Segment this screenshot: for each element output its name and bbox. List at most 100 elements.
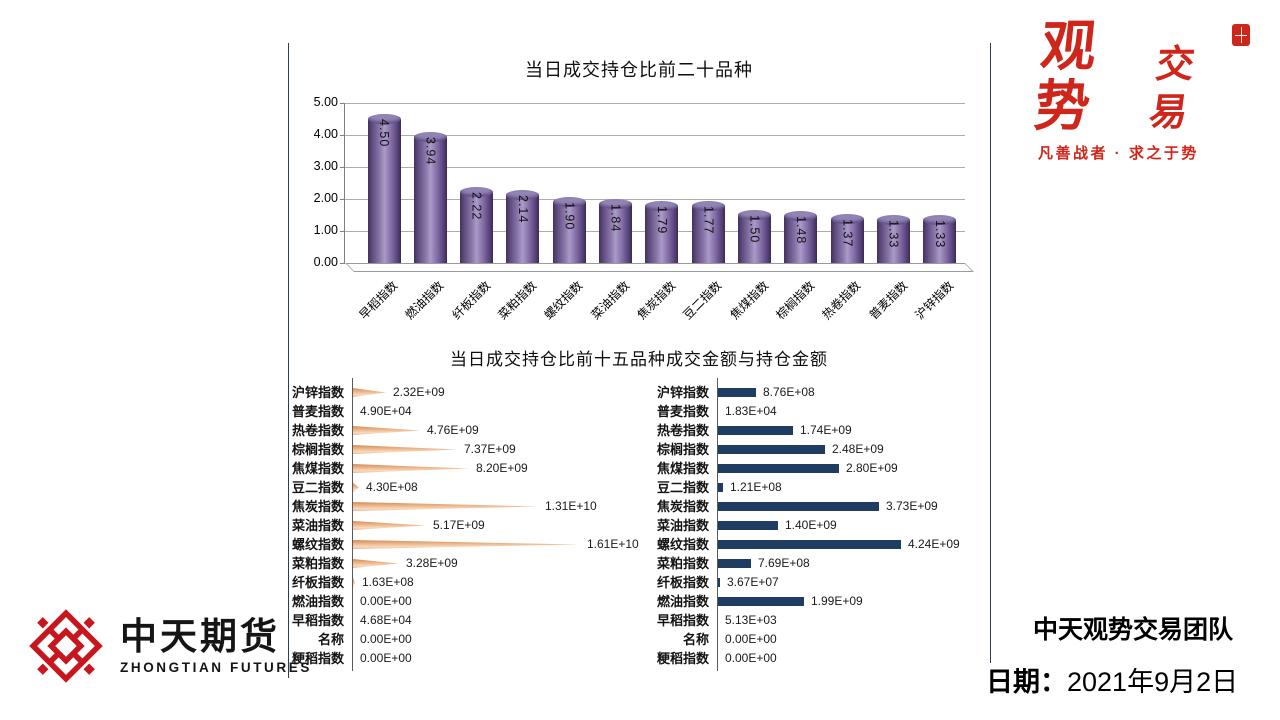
- guanshi-logo-text-secondary: 交易: [1146, 41, 1198, 134]
- horizontal-bar: [353, 540, 580, 549]
- cylinder-bar-body: [413, 137, 447, 263]
- category-label: 纤板指数: [656, 575, 709, 590]
- date-label: 日期：: [986, 667, 1067, 697]
- cylinder-bar-cap: [738, 210, 772, 220]
- cylinder-bar: 3.94: [413, 132, 447, 263]
- category-label: 燃油指数: [291, 594, 344, 609]
- x-axis-category-label: 菜粕指数: [495, 278, 540, 323]
- category-label: 焦炭指数: [291, 499, 344, 514]
- cylinder-bar-body: [877, 220, 911, 263]
- bar-value-label: 1.63E+08: [362, 575, 414, 589]
- x-axis-category-label: 纤板指数: [449, 278, 493, 323]
- category-label: 热卷指数: [291, 423, 344, 438]
- category-label: 名称: [682, 632, 709, 647]
- category-label: 豆二指数: [656, 480, 709, 495]
- content-left-border: [288, 43, 289, 678]
- guanshi-logo-text-primary: 观势: [1031, 13, 1102, 138]
- horizontal-bar: [353, 464, 469, 473]
- bar-value-label: 1.83E+04: [725, 404, 777, 418]
- cylinder-bar: 1.79: [645, 201, 679, 263]
- x-axis-category-label: 焦炭指数: [634, 278, 679, 323]
- y-axis-tick-label: 1.00: [313, 223, 338, 237]
- bar-value-label: 4.76E+09: [427, 423, 479, 437]
- category-label: 普麦指数: [291, 404, 344, 419]
- bar-value-label: 1.77: [701, 206, 716, 235]
- cylinder-bar-body: [784, 216, 818, 263]
- cylinder-bar: 1.50: [738, 210, 772, 263]
- category-axis-line: [352, 378, 353, 671]
- cylinder-bar-cap: [460, 187, 494, 197]
- zhongtian-logo-text: 中天期货 ZHONGTIAN FUTURES: [120, 617, 312, 676]
- horizontal-bar: [718, 464, 839, 473]
- cylinder-bar: 2.22: [460, 187, 494, 263]
- chart-3d-floor: [345, 263, 974, 272]
- top-chart-title: 当日成交持仓比前二十品种: [525, 60, 753, 80]
- date-value: 2021年9月2日: [1067, 667, 1239, 697]
- category-label: 粳稻指数: [291, 651, 344, 666]
- y-axis-tick: [340, 231, 345, 232]
- cylinder-bar: 1.33: [877, 215, 911, 263]
- bar-value-label: 1.21E+08: [730, 480, 782, 494]
- y-axis-tick: [340, 167, 345, 168]
- bar-value-label: 7.37E+09: [464, 442, 516, 456]
- bar-value-label: 4.68E+04: [360, 613, 412, 627]
- category-label: 热卷指数: [656, 423, 709, 438]
- bar-value-label: 5.13E+03: [725, 613, 777, 627]
- bar-value-label: 4.24E+09: [908, 537, 960, 551]
- gridline: [345, 167, 965, 168]
- team-name: 中天观势交易团队: [1032, 616, 1233, 644]
- guanshi-logo-row: 观势 交易: [1031, 13, 1250, 138]
- bar-value-label: 2.32E+09: [393, 385, 445, 399]
- category-label: 棕榈指数: [656, 442, 709, 457]
- bar-value-label: 1.61E+10: [587, 537, 639, 551]
- bar-value-label: 0.00E+00: [725, 632, 777, 646]
- cylinder-bar: 4.50: [367, 114, 401, 263]
- cylinder-bar-body: [367, 119, 401, 263]
- cylinder-bar-cap: [645, 201, 679, 211]
- bar-value-label: 1.40E+09: [785, 518, 837, 532]
- horizontal-bar: [353, 578, 355, 587]
- category-label: 菜粕指数: [291, 556, 344, 571]
- bar-value-label: 4.90E+04: [360, 404, 412, 418]
- cylinder-bar: 1.37: [830, 214, 864, 263]
- bar-value-label: 3.73E+09: [886, 499, 938, 513]
- category-label: 菜油指数: [656, 518, 709, 533]
- bar-value-label: 4.50: [377, 119, 391, 148]
- category-label: 螺纹指数: [291, 537, 344, 552]
- cylinder-bar: 1.48: [784, 211, 818, 263]
- category-label: 沪锌指数: [656, 385, 709, 400]
- cylinder-bar: 2.14: [506, 190, 540, 263]
- zhongtian-diamond-icon: [29, 609, 103, 683]
- horizontal-bar: [718, 559, 751, 568]
- bar-value-label: 7.69E+08: [758, 556, 810, 570]
- bar-value-label: 4.30E+08: [366, 480, 418, 494]
- x-axis-category-label: 普麦指数: [866, 278, 910, 323]
- cylinder-bar: 1.90: [552, 197, 586, 263]
- x-axis-category-label: 棕榈指数: [773, 278, 818, 323]
- category-label: 粳稻指数: [656, 651, 709, 666]
- gridline: [345, 199, 965, 200]
- bar-value-label: 0.00E+00: [725, 651, 777, 665]
- x-axis-category-label: 焦煤指数: [727, 278, 771, 323]
- bar-value-label: 3.28E+09: [406, 556, 458, 570]
- y-axis-tick-label: 2.00: [313, 191, 338, 205]
- y-axis-tick: [340, 103, 345, 104]
- x-axis-category-label: 早稻指数: [356, 278, 401, 323]
- cylinder-bar: 1.77: [691, 201, 725, 263]
- y-axis-tick: [340, 263, 345, 264]
- horizontal-bar: [353, 502, 538, 511]
- category-label: 燃油指数: [656, 594, 709, 609]
- category-label: 菜油指数: [291, 518, 344, 533]
- bar-value-label: 1.90: [562, 202, 577, 231]
- bar-value-label: 1.31E+10: [545, 499, 597, 513]
- cylinder-bar: 1.84: [599, 199, 633, 263]
- bar-value-label: 1.33: [886, 220, 901, 249]
- bar-value-label: 2.22: [469, 192, 484, 221]
- bar-value-label: 1.50: [747, 215, 762, 244]
- y-axis-tick-label: 0.00: [313, 255, 338, 269]
- category-label: 沪锌指数: [291, 385, 344, 400]
- bar-value-label: 1.84: [608, 204, 623, 233]
- cylinder-bar-cap: [599, 199, 633, 209]
- y-axis-tick: [340, 199, 345, 200]
